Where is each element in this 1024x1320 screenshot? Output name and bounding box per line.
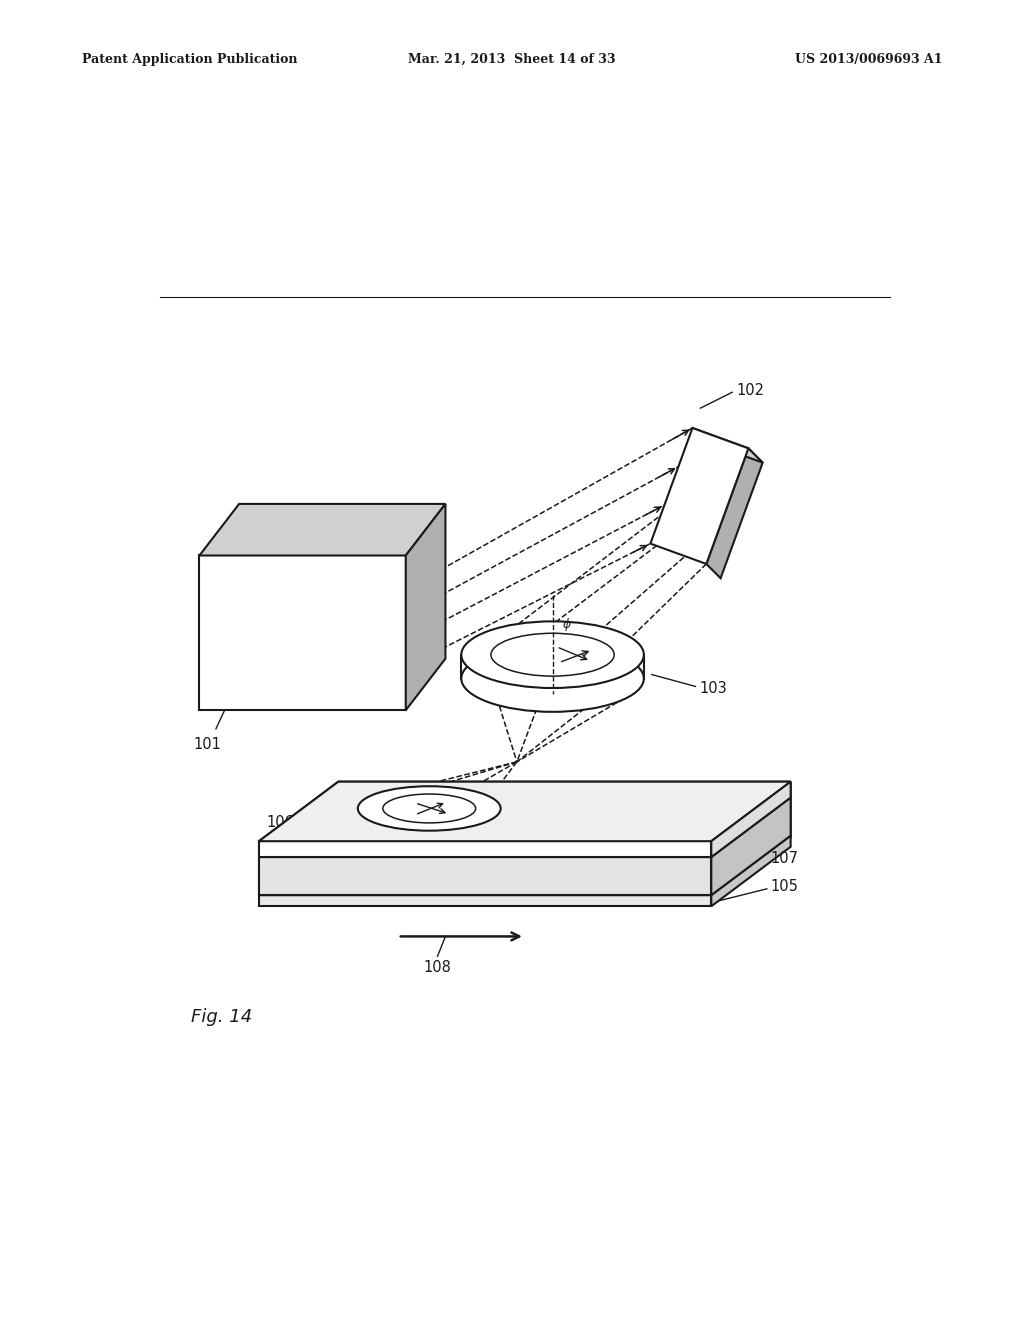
Text: Fig. 14: Fig. 14 (191, 1008, 253, 1026)
Polygon shape (259, 887, 712, 896)
Polygon shape (692, 428, 763, 462)
Text: US 2013/0069693 A1: US 2013/0069693 A1 (795, 53, 942, 66)
Polygon shape (259, 781, 791, 841)
Text: 108: 108 (424, 960, 452, 975)
Polygon shape (259, 895, 712, 907)
Polygon shape (406, 504, 445, 710)
Polygon shape (712, 797, 791, 895)
Polygon shape (712, 828, 791, 896)
Text: 105: 105 (771, 879, 799, 894)
Polygon shape (712, 781, 791, 857)
Ellipse shape (461, 622, 644, 688)
Text: Mar. 21, 2013  Sheet 14 of 33: Mar. 21, 2013 Sheet 14 of 33 (409, 53, 615, 66)
Text: $\phi$: $\phi$ (562, 616, 572, 634)
Ellipse shape (490, 634, 614, 676)
Polygon shape (712, 836, 791, 907)
Text: 106: 106 (266, 816, 294, 830)
Text: 104: 104 (660, 788, 688, 803)
Polygon shape (259, 836, 791, 895)
Text: Patent Application Publication: Patent Application Publication (82, 53, 297, 66)
Polygon shape (259, 841, 712, 887)
Ellipse shape (357, 787, 501, 830)
Polygon shape (259, 797, 791, 857)
Polygon shape (259, 841, 712, 857)
Polygon shape (707, 449, 763, 578)
Polygon shape (259, 781, 791, 841)
Ellipse shape (461, 645, 644, 711)
Polygon shape (259, 828, 791, 887)
Text: 103: 103 (699, 681, 727, 697)
Text: 102: 102 (736, 383, 764, 399)
Ellipse shape (383, 795, 476, 822)
Polygon shape (712, 781, 791, 887)
Polygon shape (259, 857, 712, 895)
Polygon shape (650, 428, 749, 564)
Polygon shape (200, 556, 406, 710)
Text: 101: 101 (194, 737, 221, 751)
Text: 107: 107 (771, 850, 799, 866)
Polygon shape (200, 504, 445, 556)
